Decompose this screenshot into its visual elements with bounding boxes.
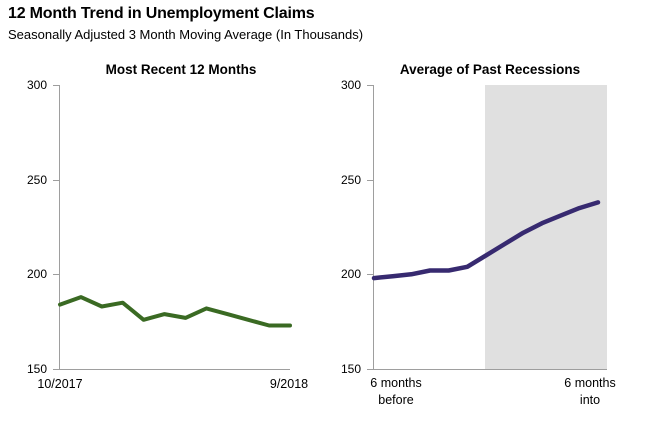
y-axis-tick-label: 150 <box>340 362 361 376</box>
recession-average-plot <box>371 200 601 281</box>
y-axis-line <box>59 85 60 370</box>
report-subtitle: Seasonally Adjusted 3 Month Moving Avera… <box>8 27 364 42</box>
chart-title: Average of Past Recessions <box>399 62 581 77</box>
y-tick-mark <box>367 85 373 86</box>
x-axis-label: 9/2018 <box>269 377 309 391</box>
x-axis-label-line: before <box>378 393 414 407</box>
x-axis-label: 6 months before <box>356 375 436 409</box>
recent-claims-trend-line <box>58 295 292 328</box>
chart-title: Most Recent 12 Months <box>105 62 257 77</box>
recession-shading <box>485 85 607 369</box>
y-axis-tick-label: 250 <box>26 173 47 187</box>
y-axis-tick-label: 250 <box>340 173 361 187</box>
y-axis-tick-label: 150 <box>26 362 47 376</box>
y-tick-mark <box>53 85 59 86</box>
recent-claims-plot <box>58 295 292 328</box>
x-axis-line <box>53 369 290 370</box>
report-title: 12 Month Trend in Unemployment Claims <box>8 5 315 22</box>
recession-average-trend-line <box>371 200 601 281</box>
x-axis-label: 10/2017 <box>37 377 83 391</box>
x-axis-label-line: 6 months <box>370 376 422 390</box>
y-tick-mark <box>53 180 59 181</box>
y-tick-mark <box>367 180 373 181</box>
y-axis-tick-label: 200 <box>340 267 361 281</box>
y-axis-tick-label: 300 <box>26 78 47 92</box>
y-axis-tick-label: 300 <box>340 78 361 92</box>
x-axis-label-line: 6 months <box>564 376 616 390</box>
y-axis-line <box>373 85 374 370</box>
x-axis-label-line: into <box>579 393 601 407</box>
x-axis-line <box>367 369 607 370</box>
y-tick-mark <box>53 274 59 275</box>
x-axis-label: 6 months into <box>550 375 630 409</box>
y-tick-mark <box>367 274 373 275</box>
y-axis-tick-label: 200 <box>26 267 47 281</box>
